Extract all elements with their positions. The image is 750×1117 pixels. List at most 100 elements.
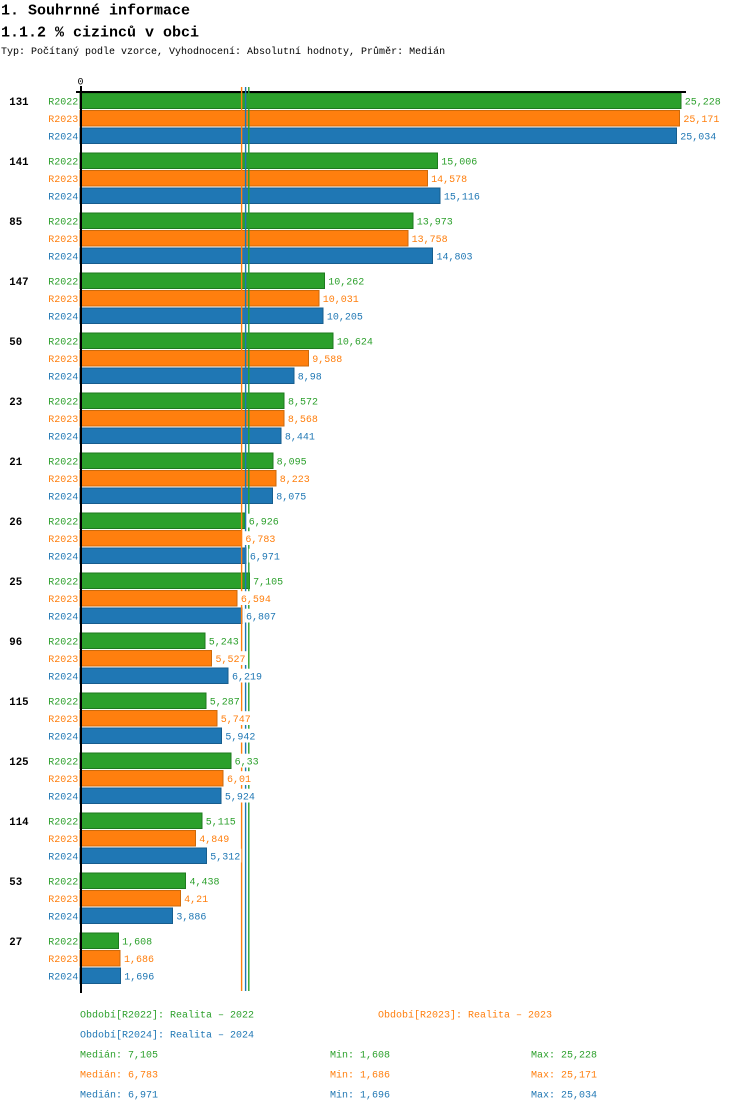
svg-text:R2023: R2023 bbox=[48, 955, 78, 966]
svg-text:8,572: 8,572 bbox=[288, 397, 318, 408]
svg-text:R2023: R2023 bbox=[48, 655, 78, 666]
svg-text:R2023: R2023 bbox=[48, 775, 78, 786]
svg-text:15,006: 15,006 bbox=[441, 157, 477, 168]
svg-text:6,219: 6,219 bbox=[232, 673, 262, 684]
svg-text:10,031: 10,031 bbox=[323, 295, 359, 306]
svg-text:R2022: R2022 bbox=[48, 878, 78, 889]
svg-text:R2024: R2024 bbox=[48, 973, 78, 984]
svg-text:R2022: R2022 bbox=[48, 157, 78, 168]
svg-text:10,624: 10,624 bbox=[337, 337, 373, 348]
svg-text:R2024: R2024 bbox=[48, 312, 78, 323]
svg-text:Období[R2024]: Realita – 2024: Období[R2024]: Realita – 2024 bbox=[80, 1030, 254, 1042]
svg-text:Medián: 7,105: Medián: 7,105 bbox=[80, 1050, 158, 1062]
svg-text:1,696: 1,696 bbox=[124, 973, 154, 984]
svg-text:R2024: R2024 bbox=[48, 613, 78, 624]
svg-text:131: 131 bbox=[9, 97, 28, 109]
svg-text:8,223: 8,223 bbox=[280, 475, 310, 486]
svg-text:Max: 25,034: Max: 25,034 bbox=[531, 1091, 597, 1102]
svg-text:14,578: 14,578 bbox=[431, 175, 467, 186]
svg-text:R2023: R2023 bbox=[48, 895, 78, 906]
svg-text:R2022: R2022 bbox=[48, 518, 78, 529]
svg-text:R2022: R2022 bbox=[48, 457, 78, 468]
svg-text:R2022: R2022 bbox=[48, 217, 78, 228]
svg-text:4,21: 4,21 bbox=[184, 895, 208, 906]
svg-text:R2023: R2023 bbox=[48, 535, 78, 546]
svg-text:Medián: 6,783: Medián: 6,783 bbox=[80, 1070, 158, 1082]
svg-text:R2024: R2024 bbox=[48, 853, 78, 864]
svg-text:25,034: 25,034 bbox=[680, 132, 716, 143]
svg-text:Období[R2022]: Realita – 2022: Období[R2022]: Realita – 2022 bbox=[80, 1010, 254, 1022]
svg-text:13,973: 13,973 bbox=[417, 217, 453, 228]
svg-text:R2024: R2024 bbox=[48, 252, 78, 263]
svg-text:Max: 25,228: Max: 25,228 bbox=[531, 1051, 597, 1062]
svg-text:8,095: 8,095 bbox=[277, 457, 307, 468]
svg-text:7,105: 7,105 bbox=[253, 578, 283, 589]
svg-text:53: 53 bbox=[9, 877, 22, 889]
svg-text:R2024: R2024 bbox=[48, 132, 78, 143]
svg-text:R2023: R2023 bbox=[48, 715, 78, 726]
svg-text:R2024: R2024 bbox=[48, 793, 78, 804]
svg-text:6,783: 6,783 bbox=[245, 535, 275, 546]
svg-text:5,747: 5,747 bbox=[221, 715, 251, 726]
svg-text:1,686: 1,686 bbox=[124, 955, 154, 966]
svg-text:R2024: R2024 bbox=[48, 492, 78, 503]
svg-text:10,205: 10,205 bbox=[327, 312, 363, 323]
svg-text:R2023: R2023 bbox=[48, 595, 78, 606]
svg-text:R2022: R2022 bbox=[48, 277, 78, 288]
svg-text:R2022: R2022 bbox=[48, 758, 78, 769]
svg-text:25,171: 25,171 bbox=[683, 115, 719, 126]
svg-text:13,758: 13,758 bbox=[412, 235, 448, 246]
svg-text:Min: 1,696: Min: 1,696 bbox=[330, 1090, 390, 1102]
svg-text:5,243: 5,243 bbox=[209, 638, 239, 649]
svg-text:3,886: 3,886 bbox=[176, 913, 206, 924]
svg-text:1,608: 1,608 bbox=[122, 938, 152, 949]
svg-text:5,924: 5,924 bbox=[225, 793, 255, 804]
svg-text:5,942: 5,942 bbox=[225, 733, 255, 744]
svg-text:141: 141 bbox=[9, 157, 28, 169]
svg-text:8,98: 8,98 bbox=[298, 372, 322, 383]
svg-text:R2023: R2023 bbox=[48, 835, 78, 846]
svg-text:R2022: R2022 bbox=[48, 638, 78, 649]
svg-text:R2023: R2023 bbox=[48, 475, 78, 486]
svg-text:R2022: R2022 bbox=[48, 698, 78, 709]
svg-text:50: 50 bbox=[9, 337, 22, 349]
svg-text:4,849: 4,849 bbox=[199, 835, 229, 846]
svg-text:6,971: 6,971 bbox=[250, 553, 280, 564]
svg-text:21: 21 bbox=[9, 457, 22, 469]
svg-text:125: 125 bbox=[9, 757, 28, 769]
svg-text:R2024: R2024 bbox=[48, 432, 78, 443]
svg-text:14,803: 14,803 bbox=[437, 252, 473, 263]
svg-text:147: 147 bbox=[9, 277, 28, 289]
svg-text:5,527: 5,527 bbox=[216, 655, 246, 666]
svg-text:R2024: R2024 bbox=[48, 913, 78, 924]
svg-text:5,312: 5,312 bbox=[210, 853, 240, 864]
svg-text:6,594: 6,594 bbox=[241, 595, 271, 606]
svg-text:25: 25 bbox=[9, 577, 22, 589]
svg-text:R2022: R2022 bbox=[48, 98, 78, 109]
svg-text:R2022: R2022 bbox=[48, 337, 78, 348]
svg-text:Min: 1,608: Min: 1,608 bbox=[330, 1050, 390, 1062]
svg-text:85: 85 bbox=[9, 217, 22, 229]
svg-text:6,33: 6,33 bbox=[235, 758, 259, 769]
svg-text:R2023: R2023 bbox=[48, 415, 78, 426]
svg-text:15,116: 15,116 bbox=[444, 192, 480, 203]
svg-text:R2022: R2022 bbox=[48, 818, 78, 829]
svg-text:96: 96 bbox=[9, 637, 22, 649]
svg-text:6,926: 6,926 bbox=[249, 518, 279, 529]
svg-text:5,115: 5,115 bbox=[206, 818, 236, 829]
svg-text:8,075: 8,075 bbox=[276, 492, 306, 503]
svg-text:R2024: R2024 bbox=[48, 733, 78, 744]
svg-text:0: 0 bbox=[77, 78, 83, 89]
svg-text:R2022: R2022 bbox=[48, 397, 78, 408]
svg-text:Období[R2023]: Realita – 2023: Období[R2023]: Realita – 2023 bbox=[378, 1010, 552, 1022]
svg-text:115: 115 bbox=[9, 697, 28, 709]
svg-text:9,588: 9,588 bbox=[312, 355, 342, 366]
svg-text:114: 114 bbox=[9, 817, 29, 829]
svg-text:R2022: R2022 bbox=[48, 578, 78, 589]
svg-text:Min: 1,686: Min: 1,686 bbox=[330, 1070, 390, 1082]
svg-text:Typ: Počítaný podle vzorce, Vy: Typ: Počítaný podle vzorce, Vyhodnocení:… bbox=[1, 45, 445, 58]
svg-text:R2024: R2024 bbox=[48, 372, 78, 383]
svg-text:1. Souhrnné informace: 1. Souhrnné informace bbox=[1, 3, 190, 20]
svg-text:R2023: R2023 bbox=[48, 115, 78, 126]
svg-text:6,01: 6,01 bbox=[227, 775, 251, 786]
